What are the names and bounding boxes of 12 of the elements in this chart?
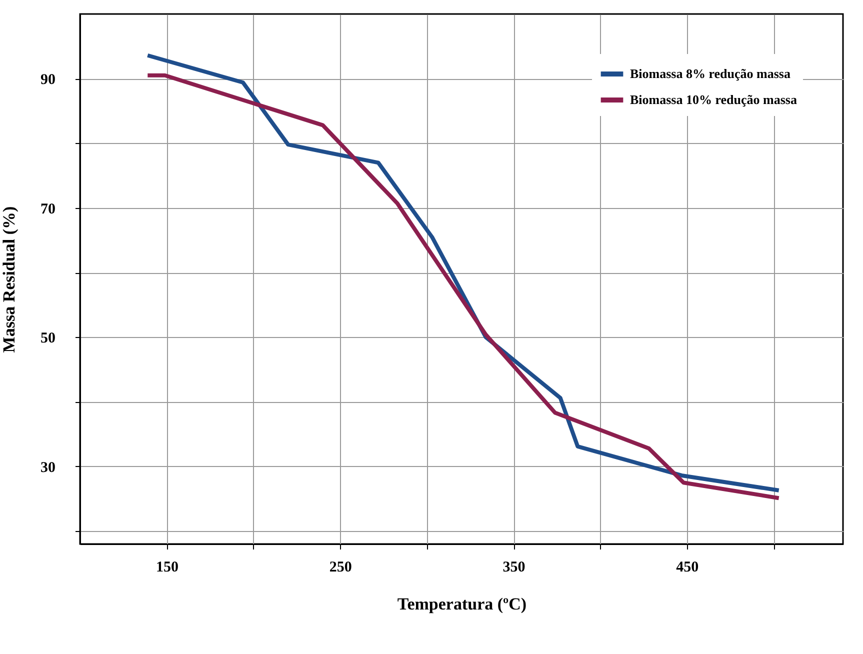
y-tick-label: 70 xyxy=(40,201,56,218)
x-tick-label: 350 xyxy=(502,560,526,576)
x-tick-label: 150 xyxy=(156,560,178,576)
legend-label: Biomassa 10% redução massa xyxy=(630,92,798,107)
y-tick-label: 30 xyxy=(40,460,56,476)
x-axis-title: Temperatura (ºC) xyxy=(397,594,527,614)
legend-label: Biomassa 8% redução massa xyxy=(630,66,791,81)
y-axis-title: Massa Residual (%) xyxy=(0,206,18,353)
x-tick-label: 250 xyxy=(329,560,352,576)
y-tick-label: 90 xyxy=(40,72,56,88)
x-tick-label: 450 xyxy=(676,560,699,576)
y-tick-label: 50 xyxy=(40,330,56,347)
